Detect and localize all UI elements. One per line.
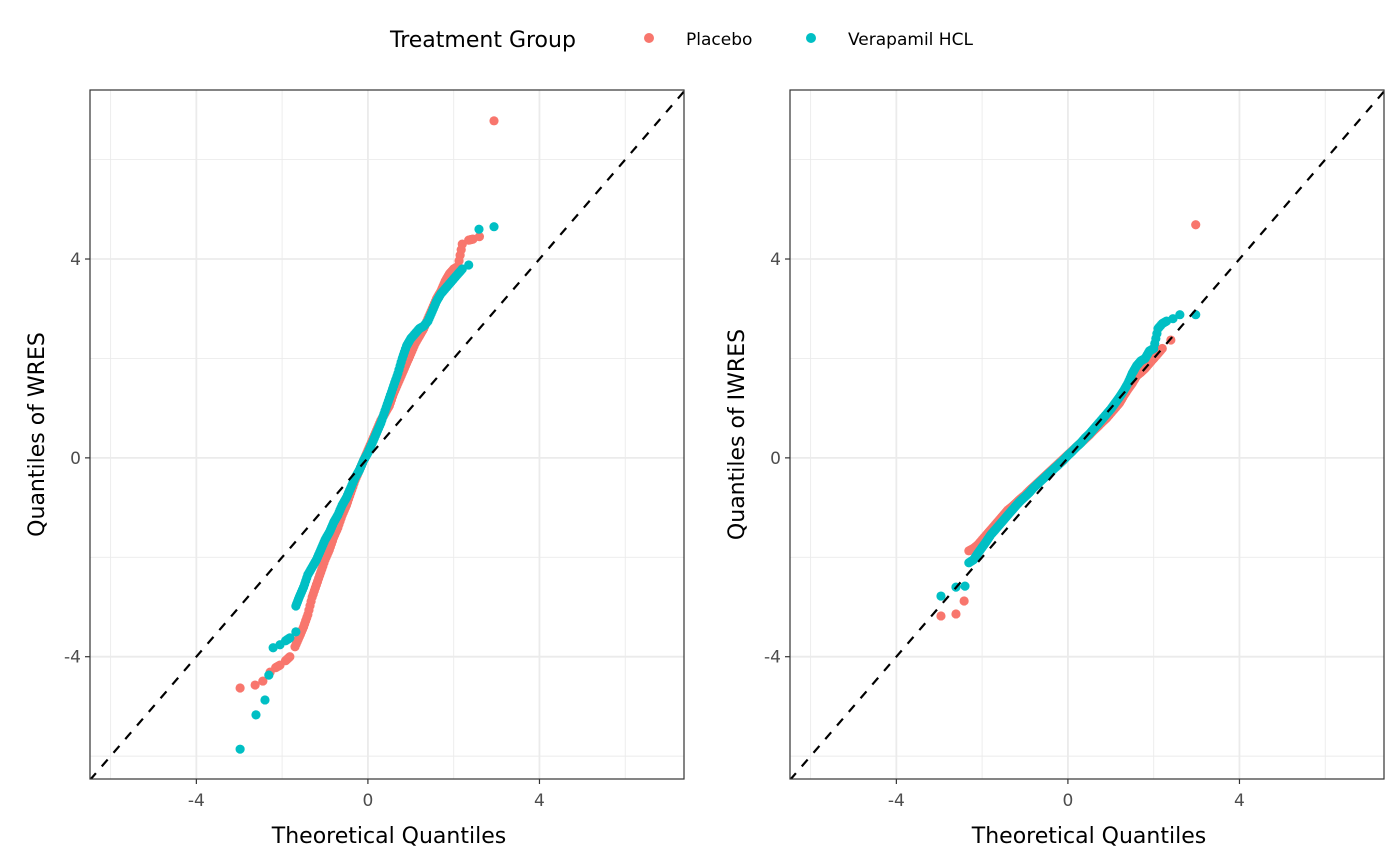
data-point: [960, 581, 970, 591]
data-point: [1191, 220, 1201, 230]
data-point: [489, 222, 499, 232]
x-tick-label: 4: [1234, 791, 1245, 811]
legend-label-verapamil: Verapamil HCL: [848, 30, 973, 50]
y-tick-label: -4: [764, 648, 781, 668]
x-tick-label: 4: [534, 791, 545, 811]
y-axis-title: Quantiles of IWRES: [725, 329, 750, 540]
y-tick-label: 4: [770, 250, 781, 270]
panel-wres: -4 0 4 -4 0 4 Theoretical Quantiles Quantiles o…: [25, 89, 685, 849]
data-point: [285, 633, 295, 643]
data-point: [285, 652, 295, 662]
x-axis-title: Theoretical Quantiles: [271, 824, 506, 849]
reference-line: [790, 90, 1384, 779]
y-tick-label: 0: [770, 449, 781, 469]
data-point: [936, 611, 946, 621]
data-point: [258, 676, 268, 686]
data-point: [474, 224, 484, 234]
panel-border: [89, 89, 685, 780]
data-point: [1175, 310, 1185, 320]
y-tick-label: 0: [70, 449, 81, 469]
legend-key-placebo: [644, 33, 654, 43]
data-point: [264, 670, 274, 680]
data-point: [251, 710, 261, 720]
data-point: [235, 683, 245, 693]
data-point: [959, 596, 969, 606]
data-point: [260, 695, 270, 705]
data-point: [235, 744, 245, 754]
y-tick-label: -4: [64, 648, 81, 668]
data-point: [268, 643, 278, 653]
panel-border: [789, 89, 1385, 780]
data-point: [291, 627, 301, 637]
legend-label-placebo: Placebo: [686, 30, 752, 50]
data-point: [951, 609, 961, 619]
x-tick-label: 0: [1063, 791, 1074, 811]
panel-iwres: -4 0 4 -4 0 4 Theoretical Quantiles Quantiles o…: [725, 89, 1385, 849]
data-point: [250, 680, 260, 690]
legend-key-verapamil: [806, 33, 816, 43]
data-point: [464, 260, 474, 270]
legend-title-clip: [626, 20, 638, 56]
series-verapamil: [235, 222, 499, 754]
y-axis-title: Quantiles of WRES: [25, 332, 50, 537]
data-point: [474, 232, 485, 242]
y-tick-label: 4: [70, 250, 81, 270]
x-tick-label: 0: [363, 791, 374, 811]
x-tick-label: -4: [188, 791, 205, 811]
data-point: [1168, 314, 1178, 324]
data-point: [489, 116, 499, 126]
legend: Treatment Group Placebo Verapamil HCL: [389, 28, 973, 53]
points-layer: [235, 116, 499, 754]
x-axis-title: Theoretical Quantiles: [971, 824, 1206, 849]
legend-title: Treatment Group: [389, 28, 576, 53]
reference-line: [90, 90, 684, 779]
x-tick-label: -4: [888, 791, 905, 811]
data-point: [936, 591, 946, 601]
